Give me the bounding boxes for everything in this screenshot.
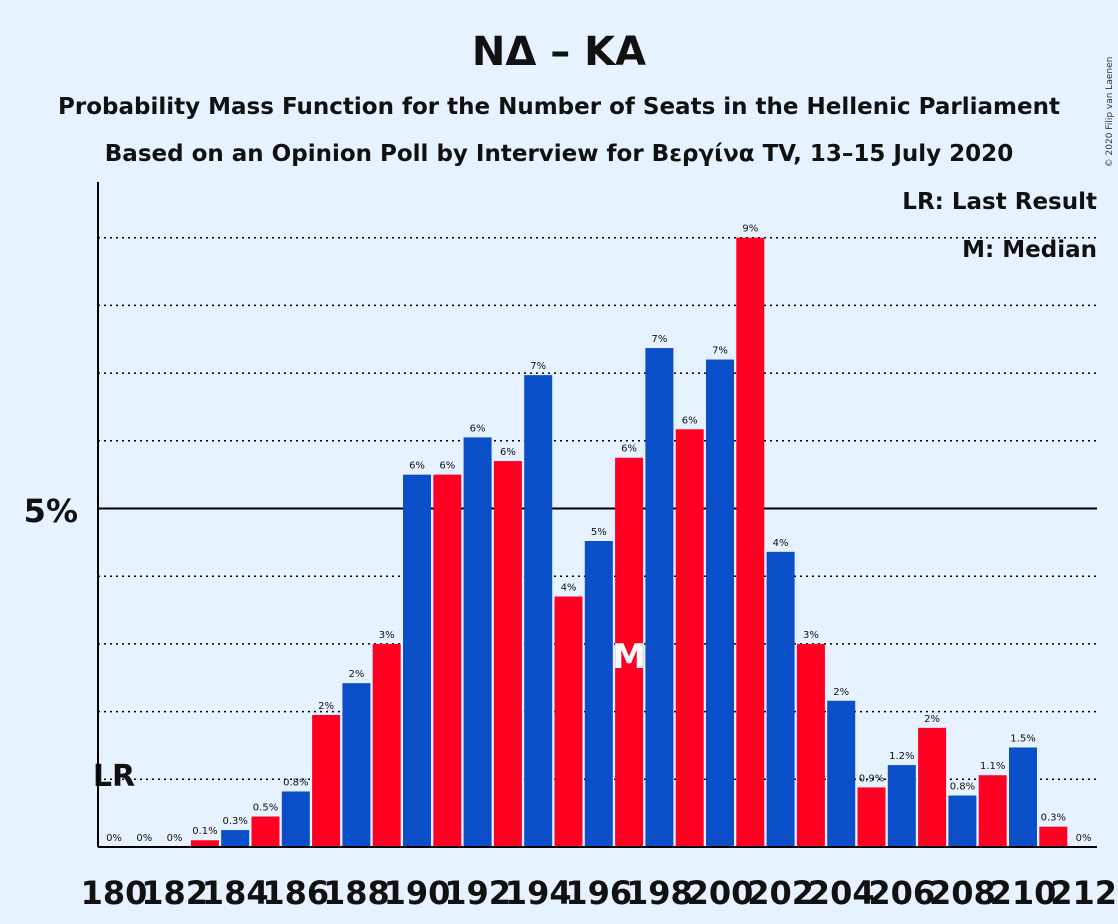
bar-value-label: 9%: [742, 224, 758, 235]
bar-value-label: 1.5%: [1010, 733, 1035, 744]
bar-value-label: 3%: [379, 630, 395, 641]
bar-value-label: 5%: [591, 527, 607, 538]
bar-value-label: 0.3%: [1041, 813, 1066, 824]
bar-seat-188: [342, 683, 371, 847]
bar-seat-195: [554, 596, 583, 847]
bar-seat-207: [918, 727, 947, 847]
bar-value-label: 2%: [833, 687, 849, 698]
chart-title: ΝΔ – ΚΑ: [472, 29, 646, 75]
x-tick-label: 182: [141, 874, 208, 912]
x-tick-label: 192: [444, 874, 511, 912]
bar-value-label: 0.8%: [283, 777, 308, 788]
x-tick-label: 206: [868, 874, 935, 912]
bar-seat-211: [1039, 826, 1068, 847]
y-tick-label-5pct: 5%: [24, 492, 78, 530]
bar-value-label: 0.9%: [859, 773, 884, 784]
x-tick-label: 186: [262, 874, 329, 912]
chart-subtitle-1: Probability Mass Function for the Number…: [58, 94, 1060, 120]
x-tick-label: 212: [1050, 874, 1117, 912]
bar-seat-201: [736, 237, 765, 847]
bar-seat-196: [584, 540, 613, 847]
bar-value-label: 6%: [409, 461, 425, 472]
bar-value-label: 0.8%: [950, 782, 975, 793]
bar-seat-204: [827, 700, 856, 847]
bar-value-label: 2%: [924, 714, 940, 725]
bar-value-label: 3%: [803, 630, 819, 641]
bar-seat-185: [251, 816, 280, 847]
x-tick-label: 200: [687, 874, 754, 912]
bar-value-label: 4%: [773, 538, 789, 549]
copyright-credit: © 2020 Filip van Laenen: [1105, 57, 1115, 168]
bar-seat-200: [706, 359, 734, 847]
bar-value-label: 0%: [167, 833, 183, 844]
x-tick-labels: 1801821841861881901921941961982002022042…: [81, 874, 1117, 912]
bar-seat-208: [948, 795, 977, 847]
bar-seat-191: [433, 474, 462, 847]
bar-value-label: 0%: [1076, 833, 1092, 844]
bar-value-label: 1.1%: [980, 761, 1005, 772]
x-tick-label: 198: [626, 874, 693, 912]
axes: [97, 182, 1097, 848]
bar-seat-192: [463, 437, 492, 847]
bar-value-label: 2%: [348, 669, 364, 680]
bar-seat-193: [493, 461, 522, 847]
bar-seat-209: [978, 775, 1007, 847]
x-tick-label: 180: [81, 874, 148, 912]
bar-value-label: 6%: [500, 447, 516, 458]
bar-seat-190: [403, 474, 431, 847]
bar-seat-203: [796, 643, 825, 847]
x-tick-label: 210: [990, 874, 1057, 912]
bar-seat-183: [190, 840, 219, 847]
bar-labels: 0% 0% 0% 0.1% 0.3% 0.5% 0.8% 2% 2% 3% 6% 6% 6% 6% 7% 4%…: [93, 224, 1092, 844]
bar-value-label: 1.2%: [889, 751, 914, 762]
bar-seat-189: [372, 643, 401, 847]
bar-seat-198: [645, 348, 674, 847]
bar-value-label: 0.3%: [222, 816, 247, 827]
bar-seat-205: [857, 787, 886, 847]
x-tick-label: 184: [202, 874, 269, 912]
bars: [190, 237, 1068, 847]
bar-value-label: 7%: [530, 361, 546, 372]
bar-value-label: 6%: [439, 461, 455, 472]
bar-seat-206: [887, 765, 916, 847]
x-tick-label: 190: [384, 874, 451, 912]
x-tick-label: 202: [747, 874, 814, 912]
bar-value-label: 6%: [621, 444, 637, 455]
bar-value-label: 0%: [136, 833, 152, 844]
legend-median: M: Median: [962, 237, 1097, 263]
bar-value-label: 2%: [318, 701, 334, 712]
bar-value-label: 6%: [470, 423, 486, 434]
bar-value-label: 0%: [106, 833, 122, 844]
bar-value-label: 0.5%: [253, 803, 278, 814]
x-tick-label: 188: [323, 874, 390, 912]
bar-seat-210: [1009, 747, 1037, 847]
chart-subtitle-2: Based on an Opinion Poll by Interview fo…: [105, 141, 1013, 167]
x-tick-label: 196: [565, 874, 632, 912]
bar-value-label: 0.1%: [192, 826, 217, 837]
bar-value-label: 6%: [682, 415, 698, 426]
bar-seat-184: [221, 830, 250, 847]
x-tick-label: 208: [929, 874, 996, 912]
bar-seat-194: [524, 375, 553, 847]
bar-seat-199: [675, 429, 704, 847]
x-tick-label: 204: [808, 874, 875, 912]
bar-seat-202: [766, 551, 795, 847]
median-marker: M: [612, 637, 646, 677]
bar-seat-197: [615, 457, 644, 847]
bar-value-label: 7%: [651, 334, 667, 345]
bar-value-label: 7%: [712, 346, 728, 357]
bar-seat-186: [281, 791, 310, 847]
x-tick-label: 194: [505, 874, 572, 912]
last-result-marker: LR: [93, 759, 135, 794]
legend-last-result: LR: Last Result: [902, 189, 1097, 215]
bar-value-label: 4%: [561, 583, 577, 594]
bar-seat-187: [312, 714, 341, 847]
